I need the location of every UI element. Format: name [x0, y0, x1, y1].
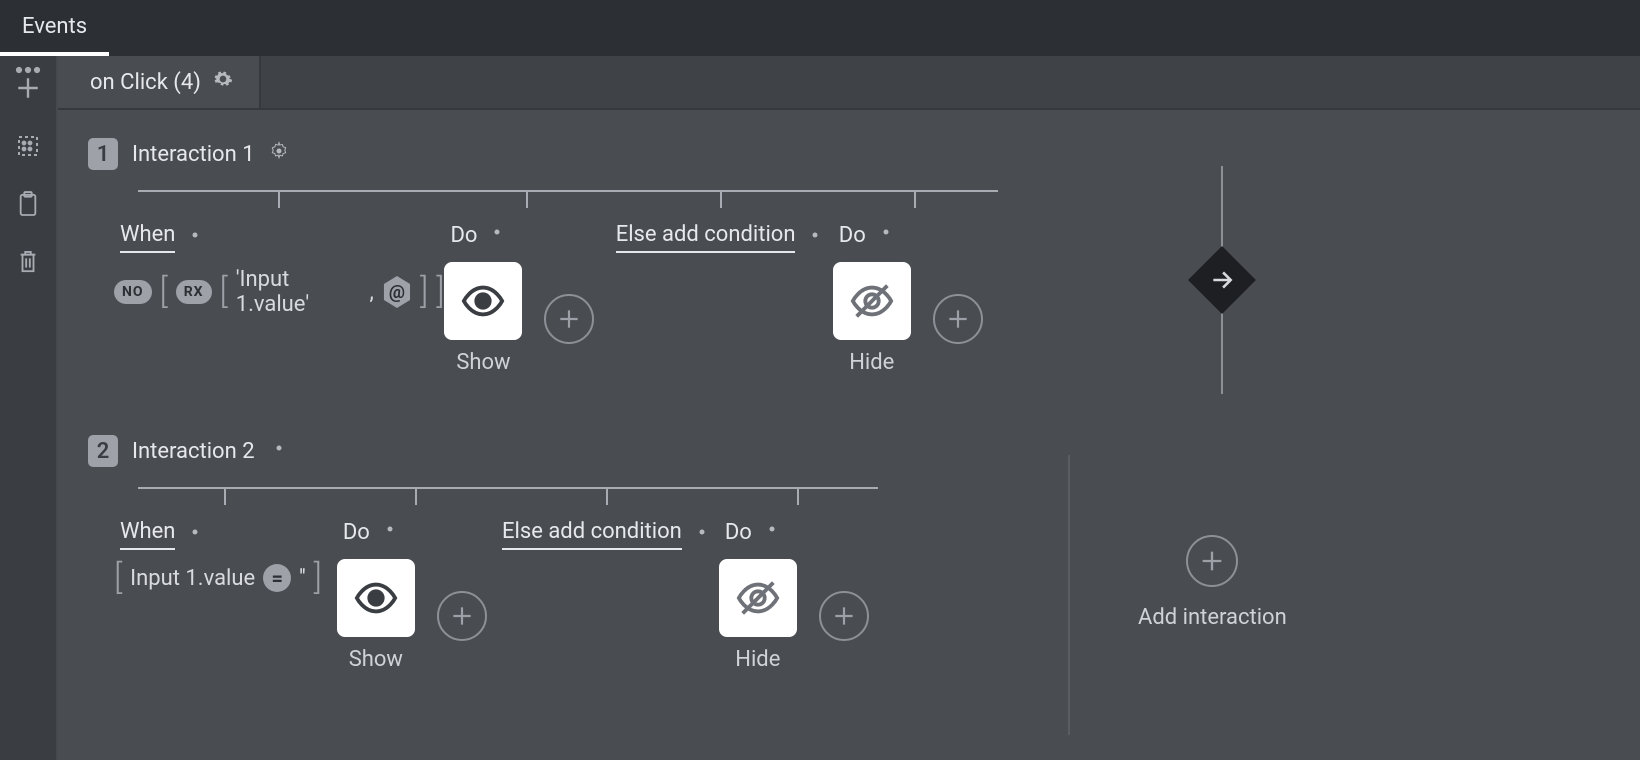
action-hide-label: Hide [719, 647, 797, 672]
add-action-button[interactable] [933, 294, 983, 344]
gear-icon[interactable] [805, 225, 825, 251]
when-expression[interactable]: NO [ RX [ 'Input 1.value' , @ ] ] [114, 267, 444, 317]
do-label: Do [343, 520, 370, 545]
gear-icon[interactable] [487, 222, 507, 248]
divider [1068, 455, 1070, 735]
gear-icon[interactable] [269, 141, 289, 167]
tab-events[interactable]: Events [0, 0, 109, 56]
action-hide-tile[interactable] [833, 262, 911, 340]
expr-lhs: Input 1.value [130, 566, 255, 591]
action-hide-tile[interactable] [719, 559, 797, 637]
condition-pill-no[interactable]: NO [114, 280, 152, 304]
do-label: Do [450, 223, 477, 248]
events-canvas: on Click (4) 1 Interaction 1 [58, 56, 1640, 760]
interaction-2: 2 Interaction 2 When [ Input 1.value [88, 435, 1610, 672]
gear-icon[interactable] [692, 522, 712, 548]
when-expression[interactable]: [ Input 1.value = '' ] [114, 564, 337, 592]
gear-icon[interactable] [213, 69, 233, 95]
expr-rhs: '' [299, 566, 306, 591]
bracket-open: [ [114, 568, 122, 588]
do-label: Do [839, 223, 866, 248]
bracket-open: [ [220, 282, 228, 302]
more-icon[interactable] [14, 56, 42, 84]
action-show-tile[interactable] [444, 262, 522, 340]
interaction-index-badge: 2 [88, 435, 118, 467]
event-tab-label: on Click (4) [90, 70, 201, 95]
gear-icon[interactable] [185, 522, 205, 548]
gear-icon[interactable] [185, 225, 205, 251]
event-tab-onclick[interactable]: on Click (4) [58, 56, 261, 108]
top-tab-strip: Events [0, 0, 1640, 56]
action-hide-label: Hide [833, 350, 911, 375]
when-label[interactable]: When [120, 519, 175, 550]
when-label[interactable]: When [120, 222, 175, 253]
else-add-condition-label[interactable]: Else add condition [502, 519, 682, 550]
do-label: Do [725, 520, 752, 545]
interaction-index-badge: 1 [88, 138, 118, 170]
add-action-button[interactable] [437, 591, 487, 641]
equals-operator-icon[interactable]: = [263, 564, 291, 592]
add-interaction-label: Add interaction [1138, 605, 1287, 630]
expr-comma: , [369, 280, 373, 305]
left-toolbar [0, 56, 58, 760]
bracket-open: [ [160, 282, 168, 302]
tab-events-label: Events [22, 14, 87, 39]
gear-icon[interactable] [380, 519, 400, 545]
condition-pill-rx[interactable]: RX [176, 280, 212, 304]
interaction-1: 1 Interaction 1 When [88, 138, 1610, 375]
add-interaction-button[interactable]: Add interaction [1138, 535, 1287, 630]
gear-icon[interactable] [876, 222, 896, 248]
event-header-bar: on Click (4) [58, 56, 1640, 110]
clipboard-icon[interactable] [14, 190, 42, 218]
bracket-close: ] [420, 282, 428, 302]
gear-icon[interactable] [762, 519, 782, 545]
select-area-icon[interactable] [14, 132, 42, 160]
action-show-label: Show [444, 350, 522, 375]
plus-icon [1186, 535, 1238, 587]
bracket-close: ] [436, 282, 444, 302]
interaction-title[interactable]: Interaction 1 [132, 142, 255, 167]
trash-icon[interactable] [14, 248, 42, 276]
regex-token-icon[interactable]: @ [382, 276, 412, 308]
bracket-close: ] [314, 568, 322, 588]
action-show-label: Show [337, 647, 415, 672]
else-add-condition-label[interactable]: Else add condition [616, 222, 796, 253]
expr-literal: 'Input 1.value' [236, 267, 362, 317]
add-action-button[interactable] [544, 294, 594, 344]
action-show-tile[interactable] [337, 559, 415, 637]
add-action-button[interactable] [819, 591, 869, 641]
flow-continue-node[interactable] [1198, 166, 1246, 394]
interaction-title[interactable]: Interaction 2 [132, 439, 255, 464]
gear-icon[interactable] [269, 438, 289, 464]
